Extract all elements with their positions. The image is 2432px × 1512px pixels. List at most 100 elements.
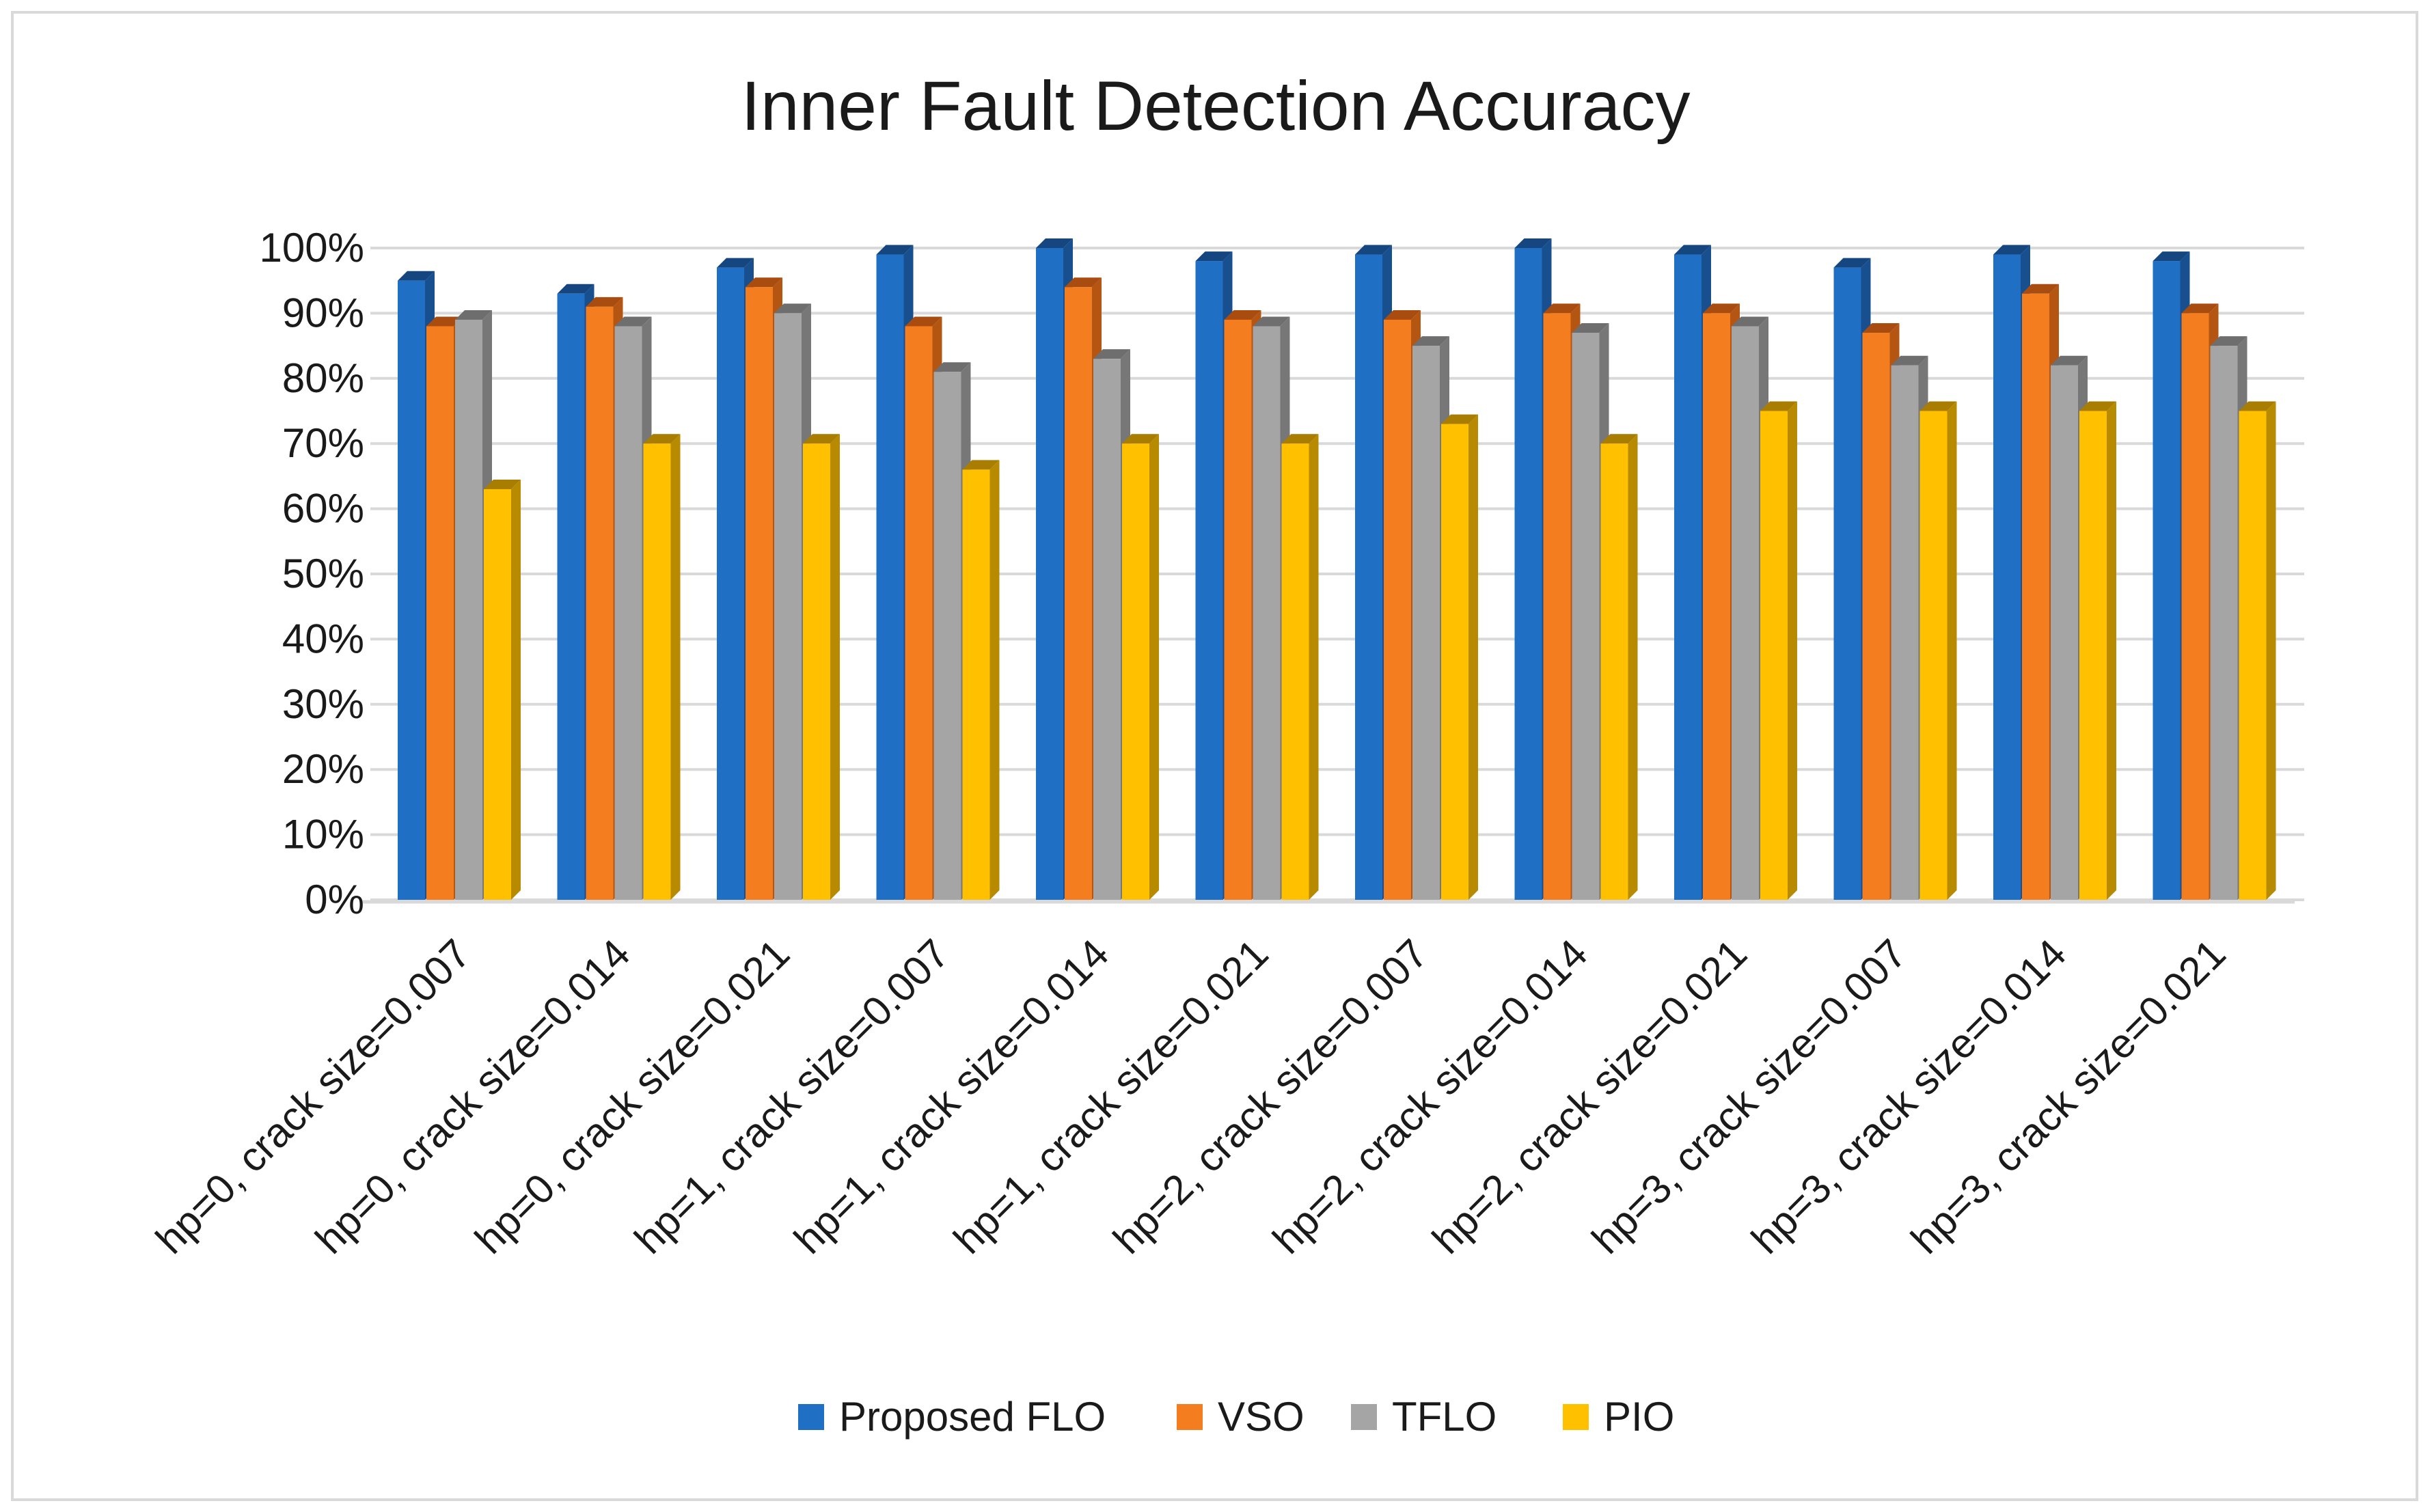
- bars: [398, 238, 2276, 901]
- x-tick-label: hp=3, crack size=0.014: [1743, 931, 2075, 1263]
- bar-front: [2051, 365, 2078, 900]
- bar-top: [1355, 245, 1392, 255]
- bar-front: [1891, 365, 1919, 900]
- y-tick-label: 60%: [282, 486, 364, 532]
- bar-top: [1384, 310, 1421, 320]
- bar-side: [830, 434, 840, 900]
- bar-front: [1760, 411, 1788, 900]
- bar-top: [1036, 238, 1073, 248]
- bar-top: [2239, 401, 2276, 411]
- bar-front: [398, 280, 425, 900]
- legend: Proposed FLO VSO TFLO PIO: [798, 1394, 1674, 1440]
- bar-top: [1891, 355, 1928, 366]
- bar-top: [2051, 355, 2088, 366]
- bar-top: [876, 245, 914, 255]
- bar-top: [484, 479, 521, 489]
- bar-pio: [962, 460, 1000, 900]
- bar-front: [1384, 319, 1411, 900]
- bar-front: [614, 326, 642, 901]
- legend-swatch: [798, 1404, 824, 1430]
- bar-front: [1224, 319, 1252, 900]
- bar-pio: [1281, 434, 1319, 900]
- bar-front: [1355, 254, 1382, 900]
- bar-top: [1919, 401, 1957, 411]
- bar-front: [1514, 248, 1542, 900]
- bar-front: [962, 469, 990, 900]
- bar-front: [2022, 293, 2049, 900]
- bar-top: [905, 316, 942, 327]
- x-tick-label: hp=2, crack size=0.021: [1423, 931, 1755, 1263]
- bar-front: [1281, 443, 1309, 900]
- bar-top: [962, 460, 1000, 470]
- bar-front: [876, 254, 904, 900]
- x-tick-label: hp=1, crack size=0.007: [626, 931, 958, 1263]
- bar-group: [2153, 251, 2276, 901]
- x-tick-label: hp=3, crack size=0.007: [1583, 931, 1915, 1263]
- legend-item: PIO: [1563, 1394, 1674, 1440]
- x-tick-label: hp=2, crack size=0.007: [1104, 931, 1436, 1263]
- bar-top: [455, 310, 492, 320]
- bar-pio: [484, 479, 521, 900]
- bar-front: [643, 443, 671, 900]
- bar-group: [557, 284, 681, 901]
- bar-top: [2022, 284, 2059, 294]
- bar-front: [1412, 346, 1440, 901]
- bar-top: [398, 271, 435, 281]
- y-tick-label: 10%: [282, 812, 364, 857]
- x-tick-label: hp=0, crack size=0.014: [307, 931, 639, 1263]
- bar-top: [1674, 245, 1711, 255]
- bar-top: [1993, 245, 2030, 255]
- bar-side: [2107, 401, 2116, 900]
- bar-front: [803, 443, 830, 900]
- bar-front: [1674, 254, 1702, 900]
- y-tick-label: 100%: [260, 225, 364, 271]
- bar-top: [1093, 349, 1130, 359]
- legend-swatch: [1351, 1404, 1377, 1430]
- y-tick-label: 20%: [282, 746, 364, 792]
- bar-front: [1253, 326, 1281, 901]
- bar-front: [1703, 313, 1730, 900]
- bar-group: [876, 245, 1000, 901]
- legend-item: TFLO: [1351, 1394, 1497, 1440]
- bar-front: [426, 326, 454, 901]
- bar-top: [1253, 316, 1290, 327]
- bar-group: [398, 271, 521, 901]
- bar-front: [586, 306, 614, 900]
- bar-top: [1441, 414, 1478, 424]
- bar-side: [1788, 401, 1797, 900]
- bar-top: [1862, 323, 1900, 333]
- y-tick-label: 30%: [282, 681, 364, 727]
- legend-label: TFLO: [1392, 1394, 1497, 1440]
- legend-item: VSO: [1177, 1394, 1304, 1440]
- y-tick-label: 90%: [282, 290, 364, 335]
- gridlines: [361, 247, 2304, 904]
- legend-label: Proposed FLO: [839, 1394, 1106, 1440]
- bar-front: [2079, 411, 2107, 900]
- bar-front: [774, 313, 802, 900]
- y-tick-label: 70%: [282, 420, 364, 466]
- bar-front: [1919, 411, 1948, 900]
- bar-top: [1065, 277, 1102, 288]
- bar-top: [426, 316, 463, 327]
- bar-group: [1833, 258, 1957, 900]
- bar-top: [1514, 238, 1552, 248]
- bar-top: [557, 284, 595, 294]
- x-tick-label: hp=0, crack size=0.021: [466, 931, 798, 1263]
- x-tick-label: hp=1, crack size=0.014: [785, 931, 1117, 1263]
- bar-top: [1833, 258, 1871, 268]
- bar-top: [746, 277, 782, 288]
- bar-front: [933, 372, 961, 900]
- bar-front: [1195, 261, 1223, 901]
- y-tick-label: 0%: [305, 877, 364, 922]
- bar-top: [614, 316, 652, 327]
- bar-front: [1036, 248, 1063, 900]
- bar-front: [2181, 313, 2209, 900]
- bar-pio: [643, 434, 681, 900]
- y-tick-label: 50%: [282, 551, 364, 596]
- bar-pio: [803, 434, 840, 900]
- bar-front: [557, 293, 585, 900]
- bar-front: [1862, 333, 1890, 900]
- bar-top: [1122, 434, 1159, 444]
- bar-top: [774, 303, 811, 314]
